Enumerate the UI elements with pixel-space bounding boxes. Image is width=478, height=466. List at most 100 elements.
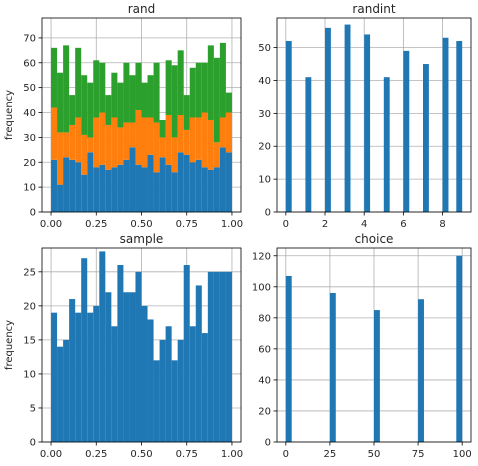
histogram-bar: [75, 312, 82, 442]
histogram-bar: [123, 122, 130, 160]
y-tick-label: 20: [23, 301, 36, 312]
histogram-bar: [117, 164, 124, 212]
chart-title: randint: [352, 2, 395, 16]
histogram-bar: [159, 119, 166, 138]
histogram-bar: [225, 112, 232, 153]
histogram-bar: [99, 251, 106, 442]
histogram-bar: [225, 92, 232, 113]
histogram-bar: [153, 360, 160, 442]
histogram-bar: [147, 319, 154, 442]
y-tick-label: 50: [258, 43, 271, 54]
histogram-bar: [189, 326, 196, 442]
histogram-bar: [442, 37, 449, 212]
histogram-bar: [69, 95, 76, 125]
histogram-bar: [111, 72, 118, 118]
y-tick-label: 70: [23, 33, 36, 44]
histogram-bar: [69, 159, 76, 212]
histogram-bar: [207, 271, 214, 442]
x-tick-label: 50: [368, 449, 381, 460]
histogram-bar: [165, 326, 172, 442]
histogram-bar: [159, 137, 166, 158]
histogram-bar: [201, 167, 208, 212]
histogram-bar: [305, 77, 312, 213]
histogram-bar: [285, 275, 292, 442]
histogram-bar: [403, 50, 410, 213]
histogram-bar: [213, 271, 220, 442]
histogram-bar: [57, 184, 64, 212]
histogram-bar: [51, 159, 58, 212]
histogram-bar: [135, 62, 142, 111]
histogram-bar: [189, 117, 196, 163]
histogram-bar: [195, 117, 202, 160]
y-tick-label: 40: [258, 375, 271, 386]
y-axis-label: frequency: [4, 90, 15, 140]
x-tick-label: 1.00: [221, 449, 243, 460]
histogram-bar: [183, 95, 190, 130]
x-tick-label: 75: [412, 449, 425, 460]
histogram-bar: [57, 72, 64, 133]
histogram-bar: [225, 271, 232, 442]
histogram-bar: [123, 292, 130, 442]
histogram-bar: [117, 127, 124, 165]
histogram-bar: [141, 117, 148, 168]
histogram-bar: [207, 119, 214, 170]
histogram-bar: [344, 24, 351, 213]
histogram-bar: [93, 167, 100, 212]
histogram-bar: [177, 152, 184, 212]
histogram-bar: [364, 34, 371, 213]
histogram-bar: [329, 293, 336, 442]
y-tick-label: 60: [23, 58, 36, 69]
x-tick-label: 0.75: [176, 449, 198, 460]
y-tick-label: 0: [30, 208, 36, 219]
histogram-bar: [81, 134, 88, 175]
histogram-bar: [63, 339, 70, 442]
x-tick-label: 0.50: [130, 219, 152, 230]
histogram-bar: [123, 159, 130, 212]
chart-title: choice: [355, 232, 394, 246]
histogram-bar: [135, 110, 142, 165]
y-tick-label: 10: [23, 369, 36, 380]
bars: [285, 24, 463, 213]
histogram-bar: [51, 47, 58, 108]
x-tick-label: 0.25: [85, 219, 107, 230]
histogram-bar: [93, 117, 100, 168]
histogram-bar: [189, 67, 196, 118]
axes-frame: [276, 17, 472, 213]
histogram-bar: [183, 265, 190, 442]
histogram-bar: [418, 299, 424, 442]
y-tick-label: 15: [23, 335, 36, 346]
x-tick-label: 0: [283, 449, 289, 460]
x-tick-label: 0: [283, 219, 289, 230]
y-tick-label: 50: [23, 83, 36, 94]
bars: [51, 251, 232, 442]
histogram-bar: [129, 75, 136, 123]
histogram-bar: [105, 292, 112, 442]
histogram-bar: [117, 265, 124, 442]
histogram-bar: [147, 154, 154, 212]
chart-title: rand: [128, 2, 156, 16]
histogram-bar: [201, 112, 208, 168]
histogram-bar: [135, 164, 142, 212]
rand-histogram-panel: 0.00 0.25 0.50 0.75 1.00 0 10 20 30 40 50 60 70 rand f…: [4, 2, 243, 230]
y-tick-label: 20: [258, 142, 271, 153]
histogram-bar: [171, 137, 178, 173]
histogram-bar: [75, 162, 82, 212]
histogram-bar: [69, 299, 76, 442]
histogram-bar: [219, 42, 226, 118]
histogram-bar: [422, 64, 429, 212]
histogram-bar: [171, 360, 178, 442]
histogram-bar: [75, 117, 82, 163]
histogram-bar: [183, 154, 190, 212]
histogram-bar: [99, 112, 106, 165]
y-tick-label: 20: [258, 406, 271, 417]
histogram-bar: [141, 167, 148, 212]
histogram-bar: [129, 292, 136, 442]
y-tick-label: 0: [30, 438, 36, 449]
randint-histogram-panel: 0 2 4 6 8 0 10 20 30 40 50 randint: [258, 2, 472, 230]
x-tick-label: 2: [322, 219, 328, 230]
histogram-bar: [99, 164, 106, 212]
histogram-bar: [153, 122, 160, 173]
histogram-bar: [195, 62, 202, 118]
histogram-bar: [225, 152, 232, 212]
sample-histogram-panel: 0.00 0.25 0.50 0.75 1.00 0 5 10 15 20 25 sample freq…: [4, 232, 243, 460]
